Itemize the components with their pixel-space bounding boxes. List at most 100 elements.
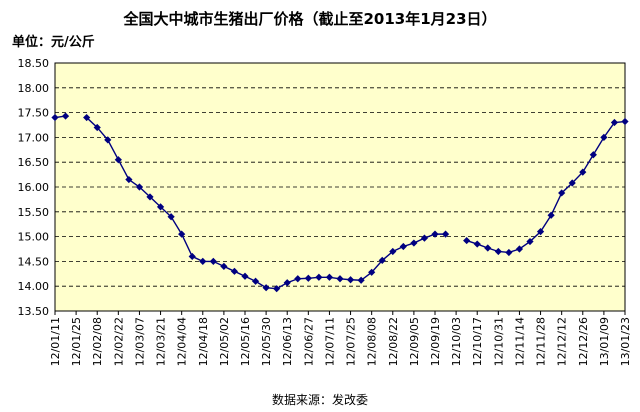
y-tick-label: 16.00 [18, 181, 50, 194]
y-tick-label: 14.50 [18, 255, 50, 268]
x-tick-label: 12/09/19 [429, 317, 442, 366]
data-point [368, 268, 376, 276]
data-point [378, 256, 386, 265]
data-point [484, 244, 492, 252]
data-point [610, 118, 619, 127]
x-tick-label: 12/10/17 [471, 317, 484, 366]
data-point [621, 117, 629, 126]
x-tick-label: 12/02/08 [91, 317, 104, 366]
source-note: 数据来源：发改委 [272, 392, 368, 407]
data-point [389, 247, 397, 256]
data-point [579, 168, 587, 176]
data-point [536, 228, 545, 236]
data-point [251, 277, 260, 285]
y-tick-label: 15.00 [18, 231, 50, 244]
data-point [325, 273, 334, 281]
data-point [473, 240, 481, 248]
x-tick-label: 12/07/11 [323, 317, 336, 366]
data-point [494, 247, 502, 256]
data-point [241, 272, 249, 280]
x-tick-label: 12/04/18 [197, 317, 210, 366]
data-point [104, 136, 112, 144]
data-point [220, 262, 228, 270]
gridlines [55, 87, 625, 287]
data-point [463, 236, 471, 245]
data-point [547, 211, 555, 219]
data-point [315, 273, 323, 281]
x-tick-label: 12/01/11 [49, 317, 62, 366]
series-price [51, 112, 629, 293]
data-point [93, 123, 101, 132]
data-point [558, 189, 566, 197]
y-tick-label: 16.50 [18, 156, 50, 169]
data-point [188, 252, 196, 261]
x-tick-label: 12/08/22 [387, 317, 400, 366]
data-point [283, 279, 291, 287]
data-point [146, 193, 154, 201]
data-point [431, 230, 439, 238]
data-point [505, 248, 513, 257]
data-point [135, 183, 144, 191]
series-line [466, 120, 626, 254]
data-point [410, 239, 418, 247]
y-tick-label: 17.00 [18, 131, 50, 144]
data-point [156, 203, 165, 211]
data-point [273, 285, 281, 293]
x-tick-label: 12/06/27 [302, 317, 315, 366]
x-tick-label: 12/01/25 [70, 317, 83, 366]
data-point [199, 257, 207, 265]
x-tick-label: 12/05/30 [260, 317, 273, 366]
y-tick-label: 18.00 [18, 82, 50, 95]
x-tick-label: 12/08/08 [366, 317, 379, 366]
data-point [568, 179, 576, 187]
data-point [399, 242, 407, 251]
x-tick-label: 12/11/28 [535, 317, 548, 366]
x-tick-label: 12/03/07 [133, 317, 146, 366]
y-tick-label: 13.50 [18, 305, 50, 318]
chart-title: 全国大中城市生猪出厂价格（截止至2013年1月23日） [122, 10, 496, 28]
x-tick-label: 12/07/25 [345, 317, 358, 366]
data-point [167, 213, 175, 221]
y-axis: 13.50 14.00 14.50 15.00 15.50 16.00 16.50 17.00… [18, 57, 50, 318]
data-point [230, 267, 239, 275]
data-point [441, 230, 450, 238]
x-tick-label: 12/05/02 [218, 317, 231, 366]
x-tick-label: 12/03/21 [155, 317, 168, 366]
data-point [262, 284, 270, 292]
x-tick-label: 12/05/16 [239, 317, 252, 366]
data-point [51, 113, 59, 122]
y-tick-label: 14.00 [18, 280, 50, 293]
data-point [346, 276, 355, 284]
x-tick-label: 12/12/26 [577, 317, 590, 366]
x-tick-label: 12/11/14 [513, 317, 526, 366]
y-tick-label: 15.50 [18, 206, 50, 219]
y-tick-label: 18.50 [18, 57, 50, 70]
x-tick-label: 12/10/31 [492, 317, 505, 366]
data-point [420, 234, 429, 242]
data-point [589, 151, 597, 159]
data-point [125, 175, 133, 184]
data-point [336, 275, 344, 283]
data-point [526, 237, 534, 246]
x-tick-label: 13/01/23 [619, 317, 632, 366]
x-axis: 12/01/11 12/01/25 12/02/08 12/02/22 12/03/07… [49, 311, 632, 366]
data-point [294, 275, 302, 283]
data-point [304, 274, 312, 282]
data-point [357, 276, 365, 284]
x-tick-label: 12/10/03 [450, 317, 463, 366]
data-point [178, 230, 186, 238]
data-point [209, 257, 217, 265]
x-tick-label: 12/06/13 [281, 317, 294, 366]
x-tick-label: 12/09/05 [408, 317, 421, 366]
data-point [515, 245, 524, 253]
data-point [83, 113, 91, 122]
data-point [600, 133, 608, 141]
data-point [61, 112, 70, 120]
x-tick-label: 12/04/04 [176, 317, 189, 366]
unit-label: 单位：元/公斤 [12, 34, 95, 50]
x-tick-label: 13/01/09 [598, 317, 611, 366]
data-point [114, 156, 122, 164]
x-tick-label: 12/12/12 [556, 317, 569, 366]
y-tick-label: 17.50 [18, 107, 50, 120]
